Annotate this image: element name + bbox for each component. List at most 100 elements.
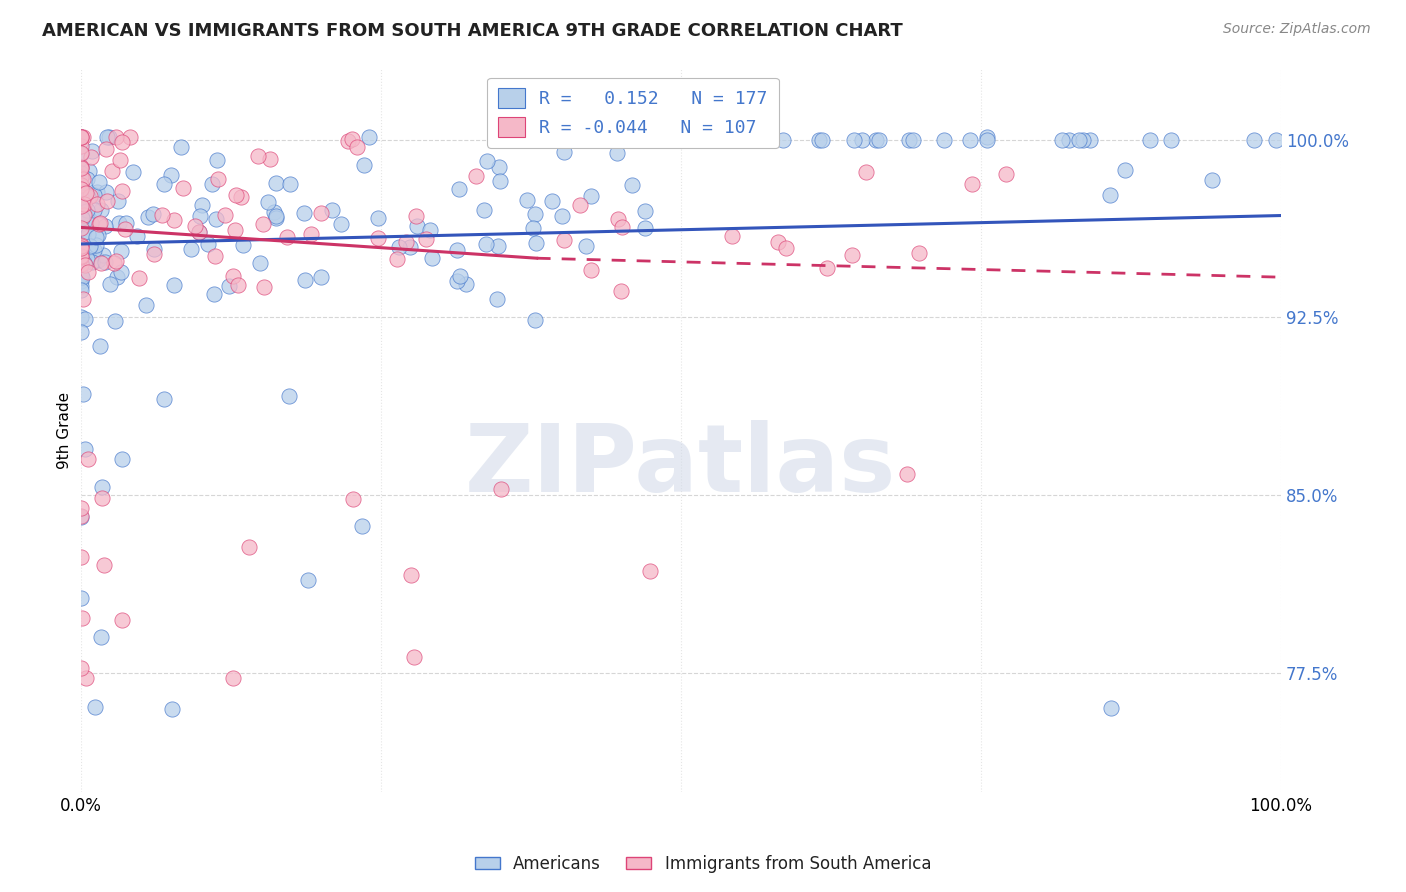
Point bbox=[86, 253, 108, 268]
Point bbox=[569, 197, 592, 211]
Point bbox=[69, 166, 91, 180]
Point bbox=[70, 325, 93, 339]
Point bbox=[575, 239, 598, 253]
Point bbox=[340, 132, 363, 146]
Point bbox=[188, 209, 211, 223]
Point bbox=[107, 194, 129, 208]
Point bbox=[70, 238, 93, 252]
Point bbox=[72, 182, 94, 196]
Point bbox=[266, 211, 288, 225]
Point bbox=[70, 239, 93, 253]
Point bbox=[69, 240, 91, 254]
Point bbox=[76, 172, 98, 186]
Point bbox=[524, 235, 547, 250]
Point bbox=[197, 236, 219, 251]
Point bbox=[70, 170, 93, 185]
Point bbox=[607, 211, 630, 226]
Point bbox=[70, 229, 93, 244]
Point bbox=[621, 178, 644, 192]
Point bbox=[105, 269, 128, 284]
Point bbox=[278, 389, 301, 403]
Point bbox=[399, 239, 422, 253]
Point bbox=[522, 221, 544, 235]
Point bbox=[669, 133, 692, 147]
Point bbox=[80, 150, 103, 164]
Point bbox=[976, 130, 998, 145]
Point bbox=[252, 218, 274, 232]
Point bbox=[69, 248, 91, 262]
Point bbox=[69, 161, 91, 175]
Point bbox=[84, 238, 107, 252]
Point bbox=[353, 158, 375, 172]
Point bbox=[321, 202, 343, 217]
Point bbox=[226, 278, 249, 293]
Point bbox=[94, 255, 117, 269]
Point bbox=[69, 257, 91, 271]
Point bbox=[256, 194, 278, 209]
Point bbox=[1057, 133, 1080, 147]
Point bbox=[486, 238, 509, 252]
Point bbox=[855, 165, 877, 179]
Point bbox=[79, 188, 101, 202]
Point bbox=[93, 558, 115, 573]
Point bbox=[110, 265, 132, 279]
Point bbox=[70, 130, 93, 145]
Text: AMERICAN VS IMMIGRANTS FROM SOUTH AMERICA 9TH GRADE CORRELATION CHART: AMERICAN VS IMMIGRANTS FROM SOUTH AMERIC… bbox=[42, 22, 903, 40]
Point bbox=[69, 250, 91, 264]
Point bbox=[72, 269, 94, 284]
Point bbox=[772, 133, 794, 147]
Point bbox=[550, 209, 572, 223]
Point bbox=[108, 216, 131, 230]
Point bbox=[70, 212, 93, 227]
Point bbox=[263, 204, 285, 219]
Point bbox=[249, 256, 271, 270]
Point bbox=[98, 130, 121, 145]
Point bbox=[346, 139, 368, 153]
Point bbox=[69, 310, 91, 325]
Point bbox=[524, 207, 547, 221]
Point bbox=[87, 217, 110, 231]
Point bbox=[77, 242, 100, 256]
Point bbox=[634, 204, 657, 219]
Point bbox=[449, 182, 471, 196]
Point bbox=[83, 188, 105, 202]
Point bbox=[70, 130, 93, 145]
Point bbox=[896, 467, 918, 481]
Point bbox=[1099, 700, 1122, 714]
Point bbox=[69, 161, 91, 175]
Point bbox=[96, 142, 118, 156]
Y-axis label: 9th Grade: 9th Grade bbox=[58, 392, 72, 468]
Point bbox=[69, 249, 91, 263]
Point bbox=[420, 251, 443, 265]
Point bbox=[204, 249, 226, 263]
Point bbox=[73, 196, 96, 211]
Point bbox=[70, 244, 93, 259]
Point bbox=[180, 242, 202, 256]
Point bbox=[70, 199, 93, 213]
Point bbox=[90, 203, 112, 218]
Point bbox=[72, 387, 94, 401]
Point bbox=[1052, 133, 1074, 147]
Point bbox=[190, 198, 212, 212]
Point bbox=[897, 133, 920, 147]
Point bbox=[69, 139, 91, 153]
Point bbox=[489, 482, 512, 496]
Point bbox=[72, 199, 94, 213]
Point bbox=[111, 135, 134, 149]
Point bbox=[811, 133, 834, 147]
Point bbox=[716, 133, 738, 147]
Point bbox=[75, 186, 97, 200]
Point bbox=[1071, 133, 1094, 147]
Point bbox=[232, 237, 254, 252]
Point bbox=[69, 161, 91, 176]
Point bbox=[252, 280, 274, 294]
Point bbox=[72, 293, 94, 307]
Point bbox=[960, 177, 983, 191]
Point bbox=[73, 442, 96, 457]
Point bbox=[73, 206, 96, 220]
Point bbox=[1243, 133, 1265, 147]
Point bbox=[98, 277, 121, 291]
Point bbox=[207, 153, 229, 167]
Legend: Americans, Immigrants from South America: Americans, Immigrants from South America bbox=[468, 848, 938, 880]
Point bbox=[128, 271, 150, 285]
